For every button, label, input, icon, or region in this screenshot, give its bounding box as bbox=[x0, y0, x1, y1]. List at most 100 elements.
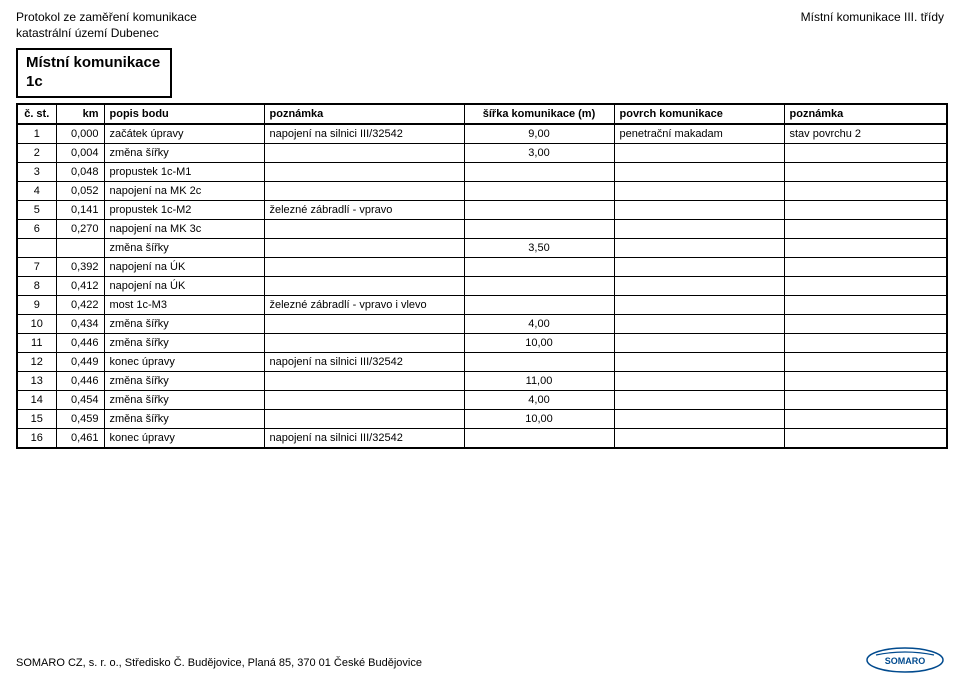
table-cell: napojení na ÚK bbox=[104, 277, 264, 296]
table-cell: konec úpravy bbox=[104, 429, 264, 448]
table-cell bbox=[264, 239, 464, 258]
table-row: 110,446změna šířky10,00 bbox=[18, 334, 946, 353]
table-row: 30,048propustek 1c-M1 bbox=[18, 163, 946, 182]
table-cell bbox=[784, 353, 946, 372]
table-cell bbox=[264, 277, 464, 296]
footer-text: SOMARO CZ, s. r. o., Středisko Č. Budějo… bbox=[16, 657, 422, 669]
table-cell bbox=[264, 315, 464, 334]
table-cell bbox=[614, 144, 784, 163]
table-cell bbox=[784, 372, 946, 391]
table-cell bbox=[614, 258, 784, 277]
table-cell: 16 bbox=[18, 429, 56, 448]
title-line1: Místní komunikace bbox=[26, 54, 160, 73]
table-cell: 8 bbox=[18, 277, 56, 296]
table-cell: 6 bbox=[18, 220, 56, 239]
table-cell: 5 bbox=[18, 201, 56, 220]
header-left-line2: katastrální území Dubenec bbox=[16, 26, 197, 42]
table-cell bbox=[464, 353, 614, 372]
table-cell: 13 bbox=[18, 372, 56, 391]
table-cell: 0,434 bbox=[56, 315, 104, 334]
table-cell: 0,449 bbox=[56, 353, 104, 372]
table-cell: most 1c-M3 bbox=[104, 296, 264, 315]
table-cell: 9,00 bbox=[464, 124, 614, 144]
table-cell: 1 bbox=[18, 124, 56, 144]
table-cell: napojení na MK 2c bbox=[104, 182, 264, 201]
header-left-line1: Protokol ze zaměření komunikace bbox=[16, 10, 197, 26]
table-cell bbox=[614, 296, 784, 315]
table-cell bbox=[264, 182, 464, 201]
table-cell: 11,00 bbox=[464, 372, 614, 391]
table-cell: změna šířky bbox=[104, 334, 264, 353]
table-cell: 4,00 bbox=[464, 315, 614, 334]
table-cell: 0,454 bbox=[56, 391, 104, 410]
table-cell: železné zábradlí - vpravo i vlevo bbox=[264, 296, 464, 315]
table-cell bbox=[464, 258, 614, 277]
table-cell bbox=[784, 258, 946, 277]
table-cell: 4,00 bbox=[464, 391, 614, 410]
table-cell: změna šířky bbox=[104, 144, 264, 163]
title-line2: 1c bbox=[26, 73, 160, 92]
column-header: poznámka bbox=[264, 105, 464, 124]
table-cell bbox=[464, 296, 614, 315]
table-cell bbox=[18, 239, 56, 258]
column-header: km bbox=[56, 105, 104, 124]
table-cell bbox=[784, 334, 946, 353]
table-cell: penetrační makadam bbox=[614, 124, 784, 144]
table-cell bbox=[614, 163, 784, 182]
table-cell: stav povrchu 2 bbox=[784, 124, 946, 144]
table-cell bbox=[784, 296, 946, 315]
table-row: 140,454změna šířky4,00 bbox=[18, 391, 946, 410]
table-cell: 0,270 bbox=[56, 220, 104, 239]
table-cell bbox=[464, 277, 614, 296]
table-cell: 12 bbox=[18, 353, 56, 372]
table-cell: 7 bbox=[18, 258, 56, 277]
table-cell bbox=[784, 391, 946, 410]
table-cell: 15 bbox=[18, 410, 56, 429]
table-cell: změna šířky bbox=[104, 410, 264, 429]
table-cell bbox=[614, 182, 784, 201]
table-cell: 0,446 bbox=[56, 334, 104, 353]
table-cell: změna šířky bbox=[104, 239, 264, 258]
table-cell: změna šířky bbox=[104, 372, 264, 391]
table-cell: 10,00 bbox=[464, 334, 614, 353]
table-cell: 3,50 bbox=[464, 239, 614, 258]
table-row: 130,446změna šířky 11,00 bbox=[18, 372, 946, 391]
table-cell: napojení na silnici III/32542 bbox=[264, 429, 464, 448]
data-table: č. st.kmpopis bodupoznámkašířka komunika… bbox=[16, 103, 948, 449]
table-cell: 0,446 bbox=[56, 372, 104, 391]
table-cell: změna šířky bbox=[104, 391, 264, 410]
table-cell bbox=[614, 315, 784, 334]
table-cell bbox=[784, 163, 946, 182]
table-cell bbox=[264, 220, 464, 239]
table-cell: 0,048 bbox=[56, 163, 104, 182]
table-cell bbox=[56, 239, 104, 258]
table-cell: začátek úpravy bbox=[104, 124, 264, 144]
table-cell: napojení na silnici III/32542 bbox=[264, 124, 464, 144]
table-cell bbox=[614, 334, 784, 353]
table-cell bbox=[264, 391, 464, 410]
table-cell: 0,141 bbox=[56, 201, 104, 220]
table-cell: napojení na MK 3c bbox=[104, 220, 264, 239]
table-cell: 0,459 bbox=[56, 410, 104, 429]
table-cell: propustek 1c-M1 bbox=[104, 163, 264, 182]
table-cell: 9 bbox=[18, 296, 56, 315]
table-row: 80,412napojení na ÚK bbox=[18, 277, 946, 296]
table-cell bbox=[264, 258, 464, 277]
table-cell bbox=[784, 144, 946, 163]
table-cell: 0,004 bbox=[56, 144, 104, 163]
somaro-logo: SOMARO bbox=[866, 647, 944, 673]
table-cell bbox=[784, 410, 946, 429]
table-row: 50,141propustek 1c-M2železné zábradlí - … bbox=[18, 201, 946, 220]
table-row: 10,000začátek úpravynapojení na silnici … bbox=[18, 124, 946, 144]
table-cell bbox=[264, 144, 464, 163]
table-cell: 4 bbox=[18, 182, 56, 201]
table-cell bbox=[464, 201, 614, 220]
table-cell: 0,392 bbox=[56, 258, 104, 277]
table-cell bbox=[614, 239, 784, 258]
table-cell: 0,461 bbox=[56, 429, 104, 448]
table-cell bbox=[784, 429, 946, 448]
table-cell: 0,422 bbox=[56, 296, 104, 315]
table-cell: konec úpravy bbox=[104, 353, 264, 372]
table-row: 60,270napojení na MK 3c bbox=[18, 220, 946, 239]
table-row: 70,392napojení na ÚK bbox=[18, 258, 946, 277]
